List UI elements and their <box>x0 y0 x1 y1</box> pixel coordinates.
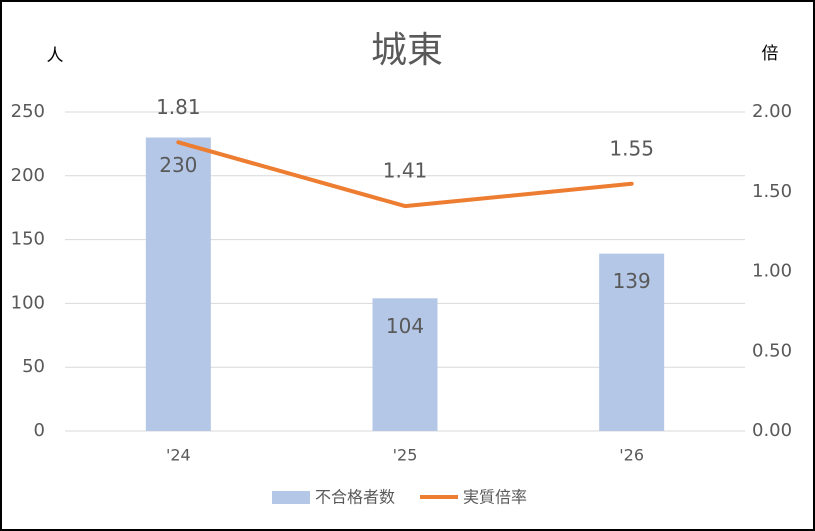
legend-swatch <box>272 491 310 504</box>
legend-label: 不合格者数 <box>315 488 395 507</box>
y-tick-label: 250 <box>11 101 45 122</box>
line-value-label: 1.41 <box>383 159 428 183</box>
chart-title: 城東 <box>371 30 443 71</box>
y2-unit: 倍 <box>762 44 779 64</box>
y2-tick-label: 1.00 <box>752 261 792 282</box>
y-tick-label: 100 <box>11 292 45 313</box>
y2-tick-label: 0.00 <box>752 420 792 441</box>
x-tick-label: '25 <box>393 446 418 465</box>
line-value-label: 1.81 <box>156 95 201 119</box>
y-tick-label: 150 <box>11 229 45 250</box>
y-tick-label: 200 <box>11 165 45 186</box>
y2-tick-label: 1.50 <box>752 181 792 202</box>
y-tick-label: 50 <box>22 356 45 377</box>
line <box>176 140 634 209</box>
bar-value-label: 139 <box>613 269 651 293</box>
bar-value-label: 104 <box>386 314 424 338</box>
line-value-label: 1.55 <box>609 136 654 160</box>
y2-tick-label: 0.50 <box>752 340 792 361</box>
bar <box>599 253 665 431</box>
x-tick-label: '26 <box>619 446 644 465</box>
bar <box>145 137 211 431</box>
x-tick-label: '24 <box>166 446 191 465</box>
y-tick-label: 0 <box>34 420 45 441</box>
y-unit: 人 <box>47 46 64 66</box>
bar-value-label: 230 <box>159 153 197 177</box>
bar <box>372 298 438 431</box>
legend-label: 実質倍率 <box>463 488 527 507</box>
y2-tick-label: 2.00 <box>752 101 792 122</box>
